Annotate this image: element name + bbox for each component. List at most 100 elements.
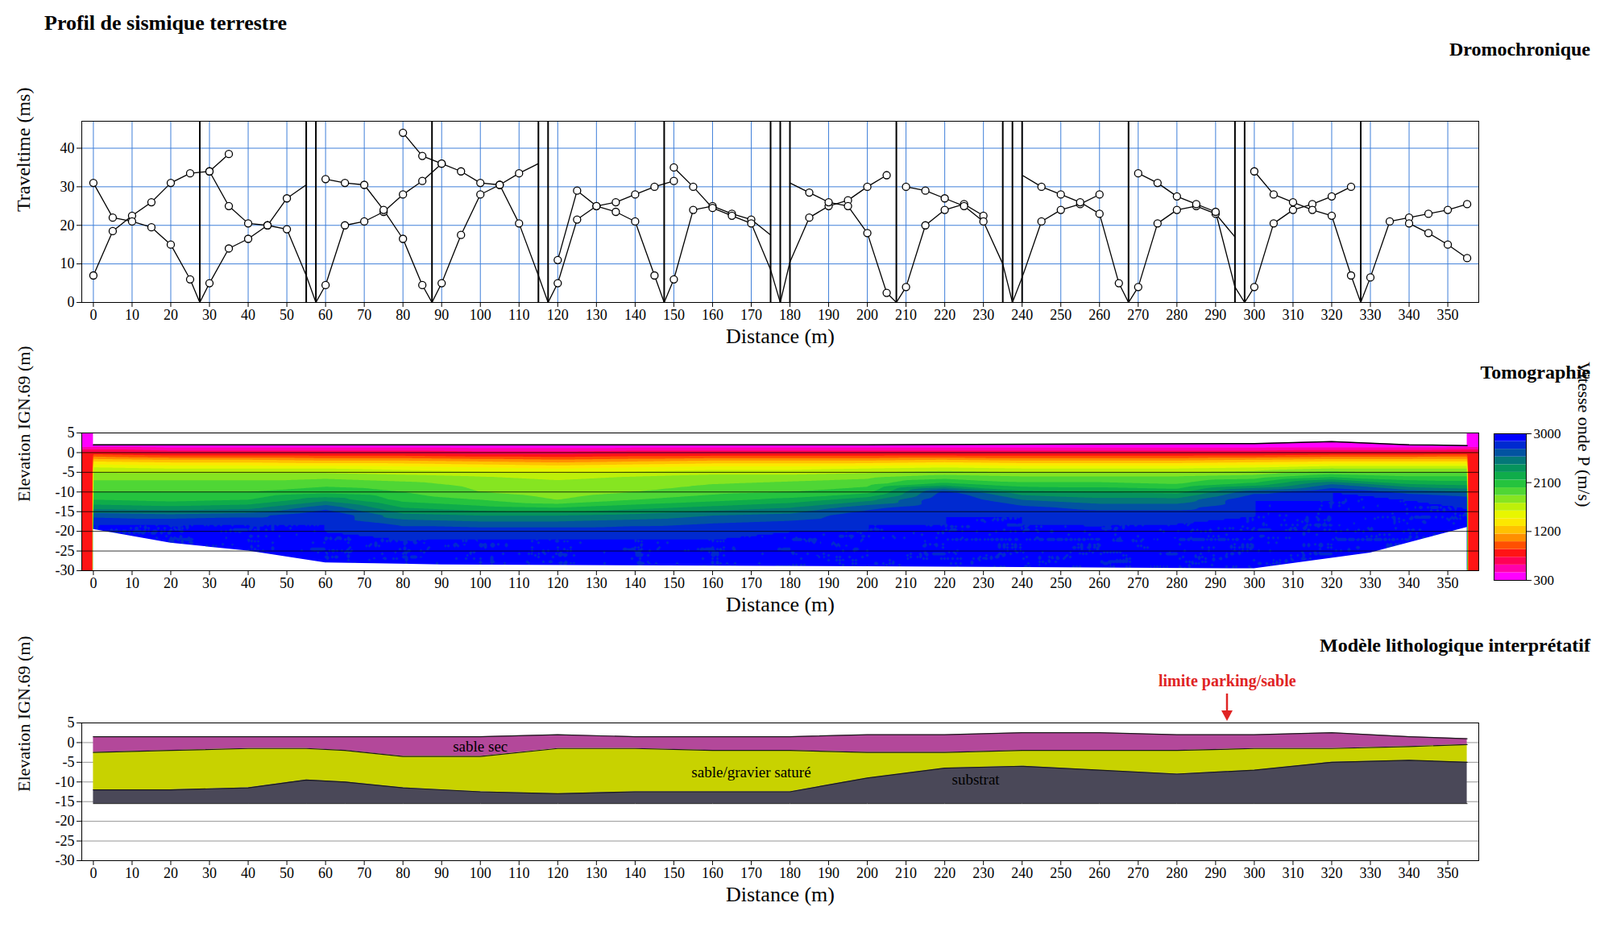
svg-text:300: 300 (1243, 865, 1265, 882)
svg-text:200: 200 (856, 865, 879, 882)
svg-text:100: 100 (469, 575, 492, 592)
svg-text:10: 10 (60, 255, 75, 272)
svg-text:20: 20 (163, 306, 179, 324)
svg-text:120: 120 (547, 575, 569, 592)
svg-text:20: 20 (163, 865, 179, 882)
svg-text:320: 320 (1320, 865, 1343, 882)
svg-text:280: 280 (1165, 575, 1188, 592)
svg-text:280: 280 (1165, 306, 1188, 324)
svg-text:260: 260 (1088, 865, 1111, 882)
svg-text:140: 140 (624, 865, 647, 882)
svg-text:250: 250 (1049, 575, 1072, 592)
svg-text:-5: -5 (62, 754, 75, 771)
svg-text:30: 30 (60, 178, 75, 195)
svg-text:80: 80 (395, 865, 411, 882)
svg-text:310: 310 (1281, 306, 1304, 324)
svg-text:190: 190 (817, 575, 840, 592)
svg-text:10: 10 (124, 306, 140, 324)
svg-text:210: 210 (895, 865, 917, 882)
svg-text:240: 240 (1011, 865, 1033, 882)
svg-text:230: 230 (972, 306, 995, 324)
svg-text:330: 330 (1359, 306, 1382, 324)
svg-text:340: 340 (1398, 306, 1421, 324)
svg-text:210: 210 (895, 306, 917, 324)
svg-text:220: 220 (933, 306, 956, 324)
svg-text:120: 120 (547, 306, 569, 324)
svg-text:-15: -15 (55, 793, 75, 810)
svg-text:160: 160 (701, 575, 724, 592)
svg-text:Traveltime (ms): Traveltime (ms) (12, 87, 34, 212)
svg-text:250: 250 (1049, 306, 1072, 324)
svg-text:0: 0 (67, 734, 75, 751)
svg-text:0: 0 (89, 865, 97, 882)
svg-text:50: 50 (279, 306, 295, 324)
svg-text:270: 270 (1127, 306, 1149, 324)
svg-text:40: 40 (240, 306, 256, 324)
svg-text:sable/gravier saturé: sable/gravier saturé (691, 763, 811, 781)
svg-text:130: 130 (585, 865, 608, 882)
svg-text:140: 140 (624, 575, 647, 592)
svg-text:290: 290 (1204, 306, 1227, 324)
svg-text:100: 100 (469, 306, 492, 324)
svg-text:-15: -15 (55, 503, 75, 520)
svg-text:0: 0 (89, 575, 97, 592)
svg-text:Distance (m): Distance (m) (725, 882, 835, 907)
svg-text:0: 0 (67, 294, 75, 311)
svg-text:200: 200 (856, 306, 879, 324)
svg-text:170: 170 (740, 575, 763, 592)
svg-text:300: 300 (1243, 306, 1265, 324)
svg-text:180: 180 (779, 865, 801, 882)
svg-text:10: 10 (124, 575, 140, 592)
svg-text:240: 240 (1011, 575, 1033, 592)
svg-text:290: 290 (1204, 865, 1227, 882)
svg-text:-10: -10 (55, 774, 75, 791)
svg-text:230: 230 (972, 865, 995, 882)
svg-text:260: 260 (1088, 575, 1111, 592)
svg-text:120: 120 (547, 865, 569, 882)
svg-text:110: 110 (508, 865, 530, 882)
svg-text:170: 170 (740, 306, 763, 324)
svg-text:220: 220 (933, 575, 956, 592)
svg-text:320: 320 (1320, 575, 1343, 592)
svg-text:70: 70 (356, 306, 372, 324)
svg-text:190: 190 (817, 865, 840, 882)
svg-text:330: 330 (1359, 575, 1382, 592)
svg-text:160: 160 (701, 306, 724, 324)
svg-text:270: 270 (1127, 865, 1149, 882)
svg-text:30: 30 (202, 306, 217, 324)
svg-text:30: 30 (202, 865, 217, 882)
svg-text:limite parking/sable: limite parking/sable (1158, 671, 1297, 691)
svg-text:30: 30 (202, 575, 217, 592)
svg-text:50: 50 (279, 575, 295, 592)
svg-text:150: 150 (663, 575, 685, 592)
svg-text:-20: -20 (55, 522, 75, 539)
svg-text:260: 260 (1088, 306, 1111, 324)
svg-text:140: 140 (624, 306, 647, 324)
svg-text:-30: -30 (55, 852, 75, 869)
svg-text:300: 300 (1243, 575, 1265, 592)
svg-text:0: 0 (67, 444, 75, 461)
svg-text:180: 180 (779, 575, 801, 592)
svg-text:Vitesse onde P (m/s): Vitesse onde P (m/s) (1574, 361, 1595, 508)
svg-text:350: 350 (1437, 865, 1460, 882)
svg-text:150: 150 (663, 306, 685, 324)
svg-text:240: 240 (1011, 306, 1033, 324)
svg-text:330: 330 (1359, 865, 1382, 882)
svg-text:1200: 1200 (1533, 523, 1562, 539)
svg-text:290: 290 (1204, 575, 1227, 592)
svg-text:250: 250 (1049, 865, 1072, 882)
svg-text:Elevation IGN.69 (m): Elevation IGN.69 (m) (13, 345, 34, 502)
svg-text:Distance (m): Distance (m) (725, 324, 835, 349)
svg-text:160: 160 (701, 865, 724, 882)
svg-text:130: 130 (585, 575, 608, 592)
svg-text:80: 80 (395, 306, 411, 324)
svg-text:200: 200 (856, 575, 879, 592)
svg-text:3000: 3000 (1533, 426, 1562, 442)
svg-text:110: 110 (508, 575, 530, 592)
svg-text:2100: 2100 (1533, 475, 1562, 491)
svg-text:10: 10 (124, 865, 140, 882)
svg-text:0: 0 (89, 306, 97, 324)
svg-text:-25: -25 (55, 833, 75, 850)
svg-text:Distance (m): Distance (m) (725, 592, 835, 617)
svg-text:70: 70 (356, 575, 372, 592)
